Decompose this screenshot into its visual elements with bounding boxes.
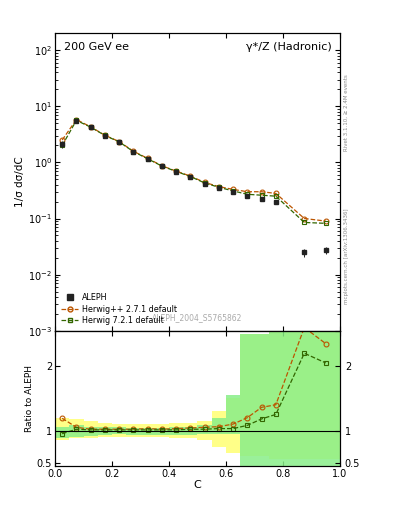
Text: γ*/Z (Hadronic): γ*/Z (Hadronic) (246, 42, 331, 52)
X-axis label: C: C (194, 480, 201, 490)
Text: ALEPH_2004_S5765862: ALEPH_2004_S5765862 (152, 313, 242, 322)
Y-axis label: Ratio to ALEPH: Ratio to ALEPH (25, 365, 34, 432)
Legend: ALEPH, Herwig++ 2.7.1 default, Herwig 7.2.1 default: ALEPH, Herwig++ 2.7.1 default, Herwig 7.… (59, 292, 179, 327)
Y-axis label: 1/σ dσ/dC: 1/σ dσ/dC (15, 157, 26, 207)
Text: 200 GeV ee: 200 GeV ee (64, 42, 129, 52)
Text: Rivet 3.1.10, ≥ 2.4M events: Rivet 3.1.10, ≥ 2.4M events (344, 74, 349, 151)
Text: mcplots.cern.ch [arXiv:1306.3436]: mcplots.cern.ch [arXiv:1306.3436] (344, 208, 349, 304)
